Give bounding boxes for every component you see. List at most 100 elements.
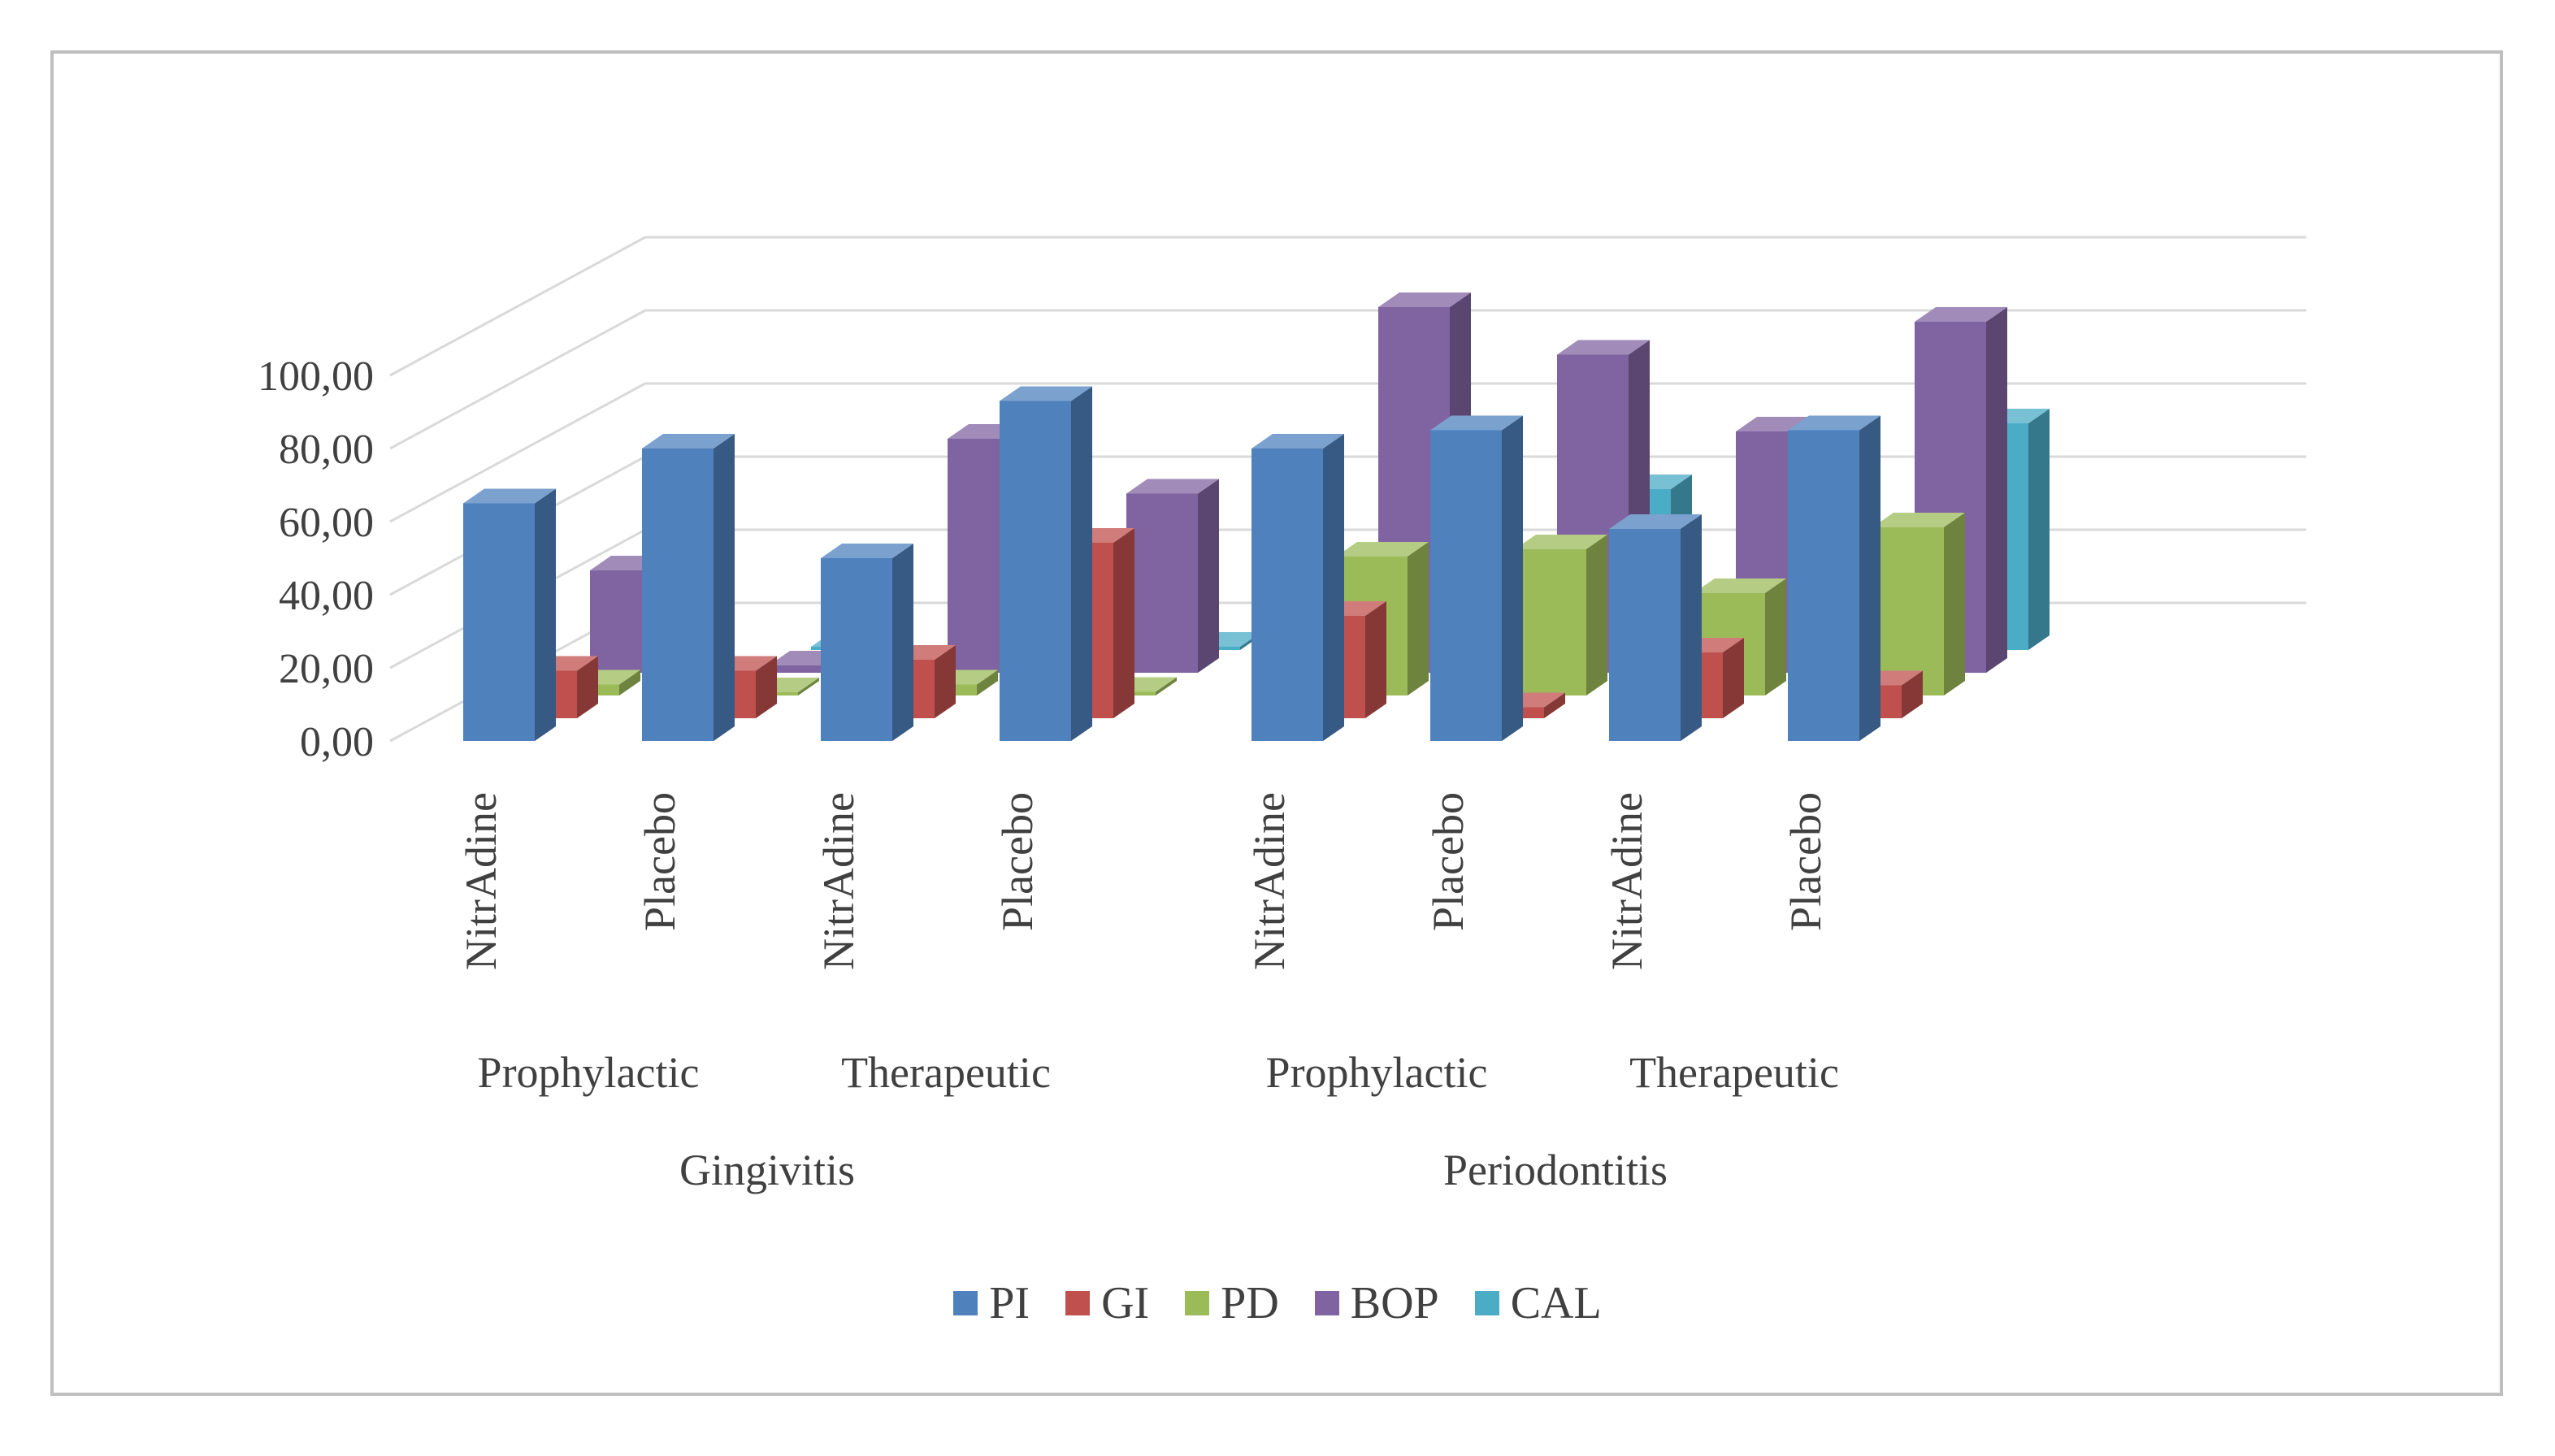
bar-side xyxy=(935,645,956,718)
bar-bop xyxy=(1126,479,1219,673)
bar-top xyxy=(1126,479,1219,494)
bar-front xyxy=(1126,493,1198,673)
bar-top xyxy=(1430,415,1523,431)
bar-front xyxy=(1000,401,1071,741)
group-label: Periodontitis xyxy=(1443,1146,1668,1194)
legend-item: BOP xyxy=(1314,1277,1439,1329)
gridline-side xyxy=(389,382,646,523)
legend-swatch xyxy=(953,1291,978,1315)
bar-top xyxy=(1336,542,1429,557)
category-label: Placebo xyxy=(993,792,1042,931)
y-tick-label: 40,00 xyxy=(279,573,374,619)
bar-front xyxy=(463,503,535,741)
subgroup-label: Therapeutic xyxy=(1629,1048,1839,1097)
bar-pi xyxy=(642,434,735,741)
category-label: NitrAdine xyxy=(814,792,863,970)
bar-pi xyxy=(1251,434,1344,741)
bar-side xyxy=(798,678,819,696)
category-label: NitrAdine xyxy=(1603,792,1651,970)
bar-side xyxy=(1365,601,1386,718)
bar-side xyxy=(1198,479,1219,673)
legend-label: GI xyxy=(1101,1278,1150,1328)
bar-side xyxy=(756,656,777,718)
bar-top xyxy=(463,488,556,504)
category-label: NitrAdine xyxy=(457,792,505,970)
bar-front xyxy=(1430,430,1502,741)
bar-side xyxy=(1902,670,1923,718)
bar-front xyxy=(1609,529,1681,741)
y-tick-label: 0,00 xyxy=(300,719,374,765)
bar-pi xyxy=(463,488,556,741)
x-axis-labels: NitrAdine Placebo NitrAdine Placebo NitrAdin… xyxy=(457,792,1839,1194)
bar-top xyxy=(1557,340,1650,355)
legend-item: CAL xyxy=(1474,1277,1602,1329)
bar-top xyxy=(642,434,735,448)
bar-side xyxy=(1156,677,1177,696)
bar-pi xyxy=(1609,514,1702,741)
bar-pi xyxy=(1788,415,1880,741)
bar-front xyxy=(1515,549,1586,696)
bar-top xyxy=(1378,292,1471,307)
bar-side xyxy=(1859,415,1880,741)
bar-side xyxy=(1502,415,1523,741)
legend-label: PD xyxy=(1221,1278,1279,1328)
bar-side xyxy=(1944,513,1965,696)
legend-swatch xyxy=(1065,1291,1091,1315)
legend-swatch xyxy=(1314,1291,1339,1315)
category-label: Placebo xyxy=(635,792,684,931)
bar-side xyxy=(1544,692,1565,718)
bar-top xyxy=(1251,434,1344,448)
bar-pd xyxy=(1872,513,1965,696)
bar-side xyxy=(619,670,640,696)
legend-label: PI xyxy=(989,1278,1030,1328)
legend-label: CAL xyxy=(1510,1278,1602,1328)
legend-swatch xyxy=(1474,1291,1499,1315)
bar-top xyxy=(1609,514,1702,529)
y-tick-label: 100,00 xyxy=(258,353,374,400)
subgroup-label: Prophylactic xyxy=(1266,1048,1488,1097)
bar-front xyxy=(1788,430,1859,741)
y-tick-label: 60,00 xyxy=(279,500,374,546)
bar-front xyxy=(642,448,714,741)
legend-item: GI xyxy=(1065,1277,1149,1329)
bar-front xyxy=(1872,527,1944,696)
bar-top xyxy=(1000,386,1092,401)
bar-pi xyxy=(821,544,913,741)
bar-pd xyxy=(1515,535,1607,696)
bar-side xyxy=(1986,307,2007,673)
legend-item: PI xyxy=(953,1277,1030,1329)
bar-side xyxy=(714,434,735,741)
y-tick-label: 20,00 xyxy=(279,646,374,692)
bar-top xyxy=(1872,513,1965,527)
bar-side xyxy=(1071,386,1092,741)
bar-side xyxy=(535,488,556,741)
bar-front xyxy=(821,558,892,741)
category-label: Placebo xyxy=(1424,792,1473,931)
category-label: NitrAdine xyxy=(1245,792,1294,970)
subgroup-label: Therapeutic xyxy=(841,1048,1051,1097)
bar-top xyxy=(1694,578,1786,593)
bar-side xyxy=(1408,542,1429,696)
gridline-side xyxy=(389,236,646,377)
legend-swatch xyxy=(1185,1291,1210,1315)
category-label: Placebo xyxy=(1781,792,1830,931)
bar-side xyxy=(1586,535,1607,696)
bar-side xyxy=(977,670,998,696)
bar-side xyxy=(1681,514,1702,741)
chart-legend: PI GI PD BOP CAL xyxy=(0,1271,2555,1336)
bar-front xyxy=(769,665,840,673)
bar-top xyxy=(1515,535,1607,549)
bar-side xyxy=(892,544,913,741)
gridline-side xyxy=(389,309,646,450)
bar-side xyxy=(1323,434,1344,741)
bar-pi xyxy=(1000,386,1092,741)
y-axis-ticks: 0,00 20,00 40,00 60,00 80,00 100,00 xyxy=(258,353,374,765)
bar-side xyxy=(1765,578,1786,696)
bar-pi xyxy=(1430,415,1523,741)
legend-item: PD xyxy=(1185,1277,1279,1329)
subgroup-label: Prophylactic xyxy=(478,1048,700,1097)
group-label: Gingivitis xyxy=(679,1146,855,1194)
legend-label: BOP xyxy=(1350,1278,1439,1328)
bar-top xyxy=(1788,415,1880,431)
